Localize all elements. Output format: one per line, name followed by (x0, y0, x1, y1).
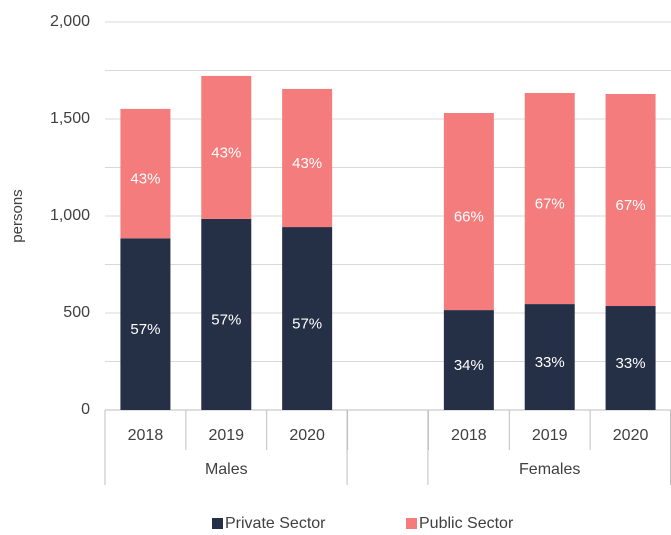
bar-segment (524, 93, 575, 305)
bar-segment (282, 227, 333, 410)
data-label: 67% (535, 196, 565, 213)
data-label: 33% (535, 354, 565, 371)
data-label: 43% (130, 171, 160, 188)
y-axis-title: persons (9, 189, 26, 242)
data-label: 43% (211, 144, 241, 161)
x-tick-label: 2020 (613, 427, 649, 444)
data-label: 57% (211, 311, 241, 328)
data-label: 43% (292, 155, 322, 172)
bar-segment (201, 218, 252, 410)
bar-segment (120, 238, 171, 410)
y-tick-label: 0 (81, 401, 90, 418)
bar-segment (443, 112, 494, 311)
x-tick-label: 2020 (289, 427, 325, 444)
data-label: 66% (454, 209, 484, 226)
y-tick-label: 1,500 (50, 110, 90, 127)
bar-segment (120, 108, 171, 239)
bar-segment (201, 75, 252, 219)
bar-segment (524, 304, 575, 410)
data-label: 34% (454, 357, 484, 374)
legend-label: Private Sector (225, 515, 326, 532)
group-label: Females (519, 461, 580, 478)
data-label: 67% (616, 197, 646, 214)
bar-segment (282, 88, 333, 228)
y-tick-label: 500 (63, 304, 90, 321)
data-label: 57% (130, 321, 160, 338)
data-label: 57% (292, 315, 322, 332)
x-tick-label: 2019 (532, 427, 568, 444)
legend-swatch (406, 518, 417, 529)
y-tick-label: 2,000 (50, 13, 90, 30)
legend-swatch (212, 518, 223, 529)
y-tick-label: 1,000 (50, 207, 90, 224)
bar-segment (605, 93, 656, 307)
data-label: 33% (616, 355, 646, 372)
x-tick-label: 2018 (128, 427, 164, 444)
bar-segment (605, 306, 656, 410)
x-tick-label: 2018 (451, 427, 487, 444)
x-tick-label: 2019 (208, 427, 244, 444)
bar-segment (443, 310, 494, 410)
group-label: Males (205, 461, 248, 478)
legend-label: Public Sector (419, 515, 514, 532)
